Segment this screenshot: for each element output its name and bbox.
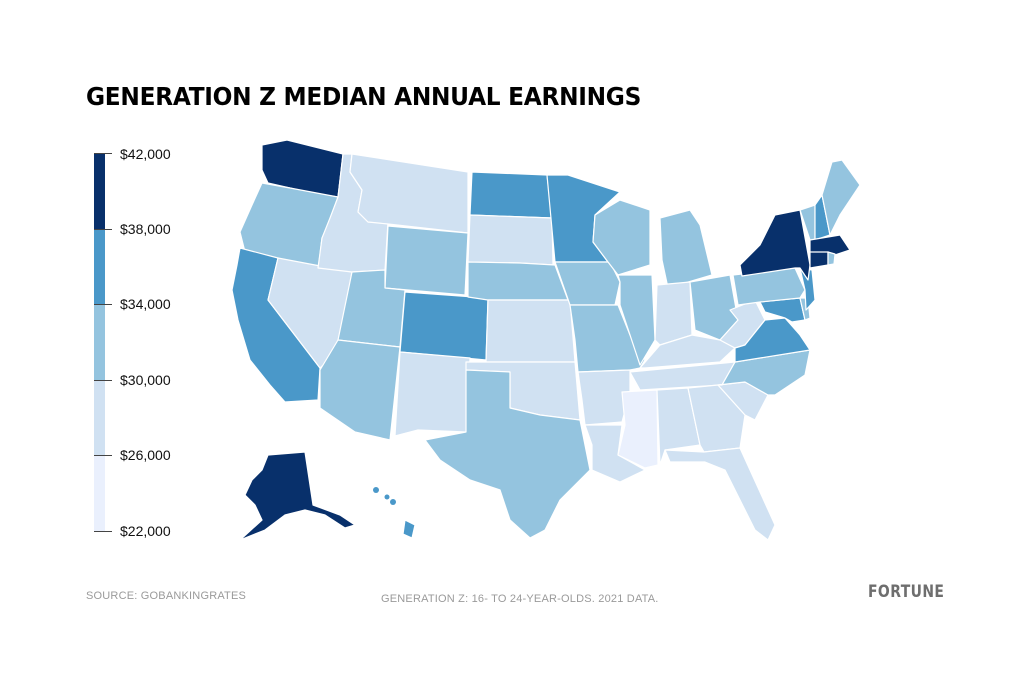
state-AL	[656, 387, 701, 466]
color-legend: $42,000 $38,000 $34,000 $30,000 $26,000 …	[94, 146, 214, 539]
legend-label-26000: $26,000	[120, 447, 171, 463]
data-note: GENERATION Z: 16- TO 24-YEAR-OLDS. 2021 …	[381, 593, 659, 605]
legend-tick	[94, 531, 112, 532]
chart-title: GENERATION Z MEDIAN ANNUAL EARNINGS	[86, 82, 642, 111]
state-FL	[664, 447, 776, 541]
legend-bin-22k-26k	[94, 455, 105, 531]
state-IL	[617, 274, 656, 366]
legend-bin-34k-38k	[94, 229, 105, 304]
fortune-logo: FORTUNE	[868, 582, 945, 602]
state-NJ	[799, 267, 816, 311]
legend-bin-38k-42k	[94, 153, 105, 229]
state-WI	[592, 199, 651, 276]
state-MI	[659, 209, 713, 289]
state-MA	[809, 234, 851, 256]
state-ME	[821, 159, 861, 236]
us-choropleth-map	[226, 136, 946, 546]
legend-label-30000: $30,000	[120, 372, 171, 388]
state-RI	[827, 251, 836, 266]
state-NE	[467, 261, 569, 301]
source-note: SOURCE: GOBANKINGRATES	[86, 590, 247, 602]
state-AZ	[319, 339, 401, 441]
legend-label-38000: $38,000	[120, 221, 171, 237]
state-NY	[739, 209, 811, 281]
legend-label-42000: $42,000	[120, 146, 171, 162]
legend-tick	[94, 229, 112, 230]
state-IN	[654, 281, 693, 346]
state-CT	[809, 251, 829, 269]
state-VA	[734, 317, 811, 363]
state-WY	[384, 225, 469, 296]
state-KS	[485, 299, 576, 363]
state-MS	[617, 389, 659, 469]
state-NM	[394, 351, 471, 437]
legend-bin-30k-34k	[94, 304, 105, 380]
legend-label-34000: $34,000	[120, 296, 171, 312]
state-ND	[469, 171, 553, 219]
legend-tick	[94, 380, 112, 381]
legend-tick	[94, 304, 112, 305]
legend-bin-26k-30k	[94, 380, 105, 455]
legend-tick	[94, 455, 112, 456]
state-IA	[554, 261, 621, 306]
state-LA	[584, 424, 646, 483]
legend-tick	[94, 153, 112, 154]
legend-label-22000: $22,000	[120, 523, 171, 539]
state-AK	[239, 451, 356, 541]
state-TX	[424, 369, 591, 539]
state-MT	[349, 153, 469, 234]
state-HI	[373, 487, 416, 539]
state-SD	[467, 214, 554, 266]
state-CO	[399, 291, 489, 361]
state-AR	[577, 369, 631, 426]
